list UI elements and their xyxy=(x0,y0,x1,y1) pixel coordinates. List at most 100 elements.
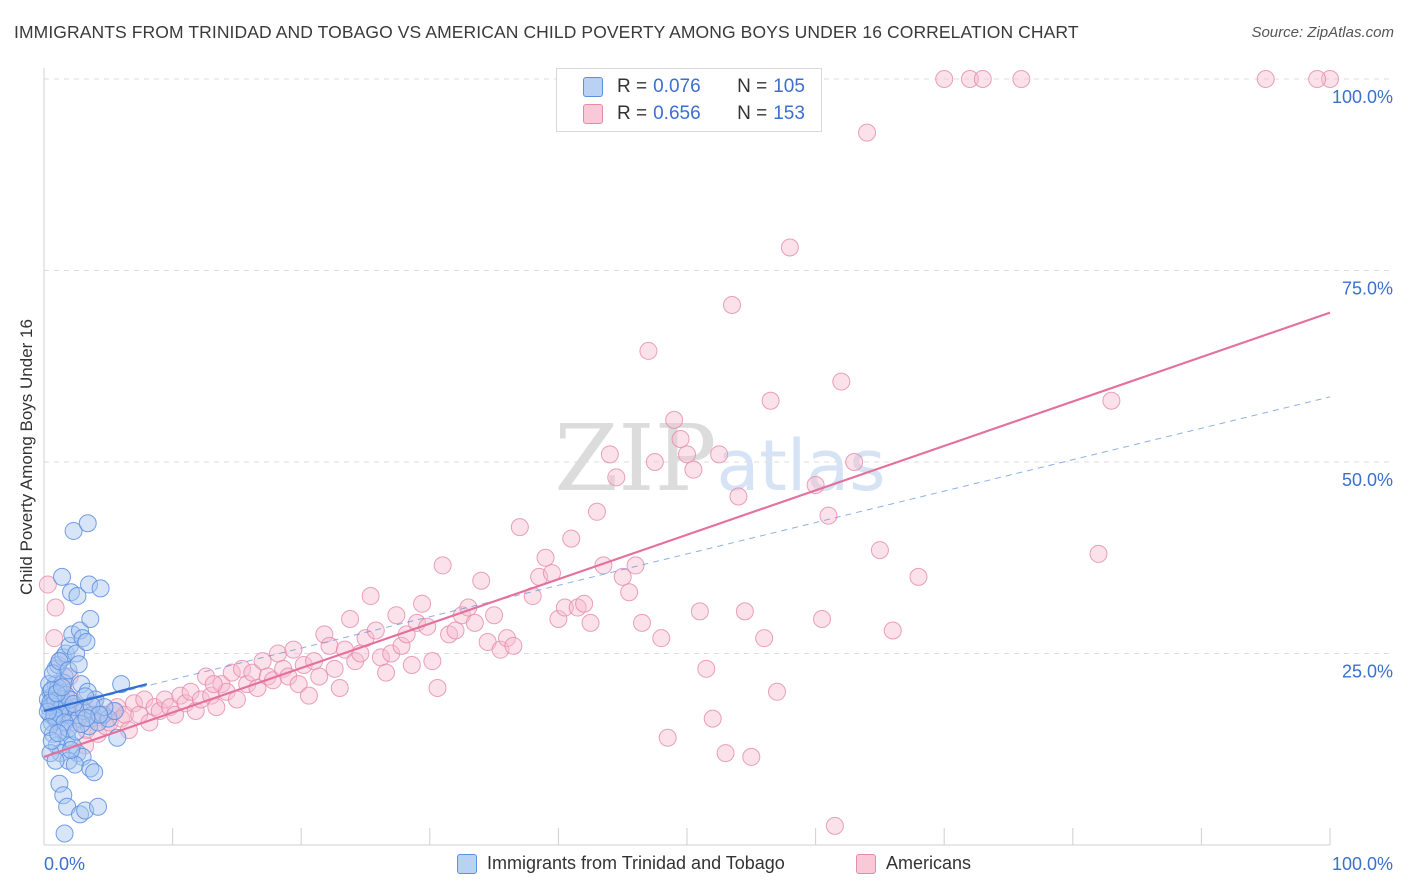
y-tick-label: 25.0% xyxy=(1342,662,1393,682)
americans-point xyxy=(960,70,979,88)
americans-point xyxy=(1012,70,1031,88)
americans-point xyxy=(510,518,529,537)
americans-point xyxy=(382,644,401,663)
americans-point xyxy=(387,606,406,625)
watermark-zip: ZIP xyxy=(554,405,716,512)
americans-point xyxy=(819,506,838,525)
americans-point xyxy=(320,636,339,655)
trinidad-point xyxy=(85,763,104,782)
trinidad-point xyxy=(42,731,61,750)
americans-point xyxy=(222,663,241,682)
legend-row-americans: R = 0.656 N = 153 xyxy=(583,101,805,127)
trinidad-point xyxy=(50,652,69,671)
trinidad-point xyxy=(81,610,100,629)
y-tick-label: 100.0% xyxy=(1332,87,1393,107)
americans-point xyxy=(536,548,555,567)
trinidad-point xyxy=(69,655,88,674)
americans-point xyxy=(703,709,722,728)
trinidad-point xyxy=(54,786,73,805)
trinidad-point xyxy=(41,693,60,712)
americans-point xyxy=(678,445,696,464)
americans-point xyxy=(392,636,411,655)
legend-r-value: 0.076 xyxy=(653,76,701,97)
legend-r-value: 0.656 xyxy=(653,103,701,124)
trinidad-point xyxy=(65,755,84,774)
americans-point xyxy=(465,613,484,632)
americans-point xyxy=(832,372,851,391)
trinidad-point xyxy=(68,587,87,606)
americans-point xyxy=(755,629,774,648)
americans-point xyxy=(423,652,442,671)
trinidad-point xyxy=(40,718,59,737)
legend-label-trinidad: Immigrants from Trinidad and Tobago xyxy=(487,853,785,873)
x-axis-tick-labels: 0.0% 100.0% xyxy=(44,854,1393,874)
americans-point xyxy=(197,667,216,686)
legend-r-label: R = xyxy=(617,76,648,97)
americans-point xyxy=(645,453,664,471)
americans-point xyxy=(549,610,568,629)
trinidad-point xyxy=(91,579,110,598)
americans-point xyxy=(428,678,447,697)
y-axis-label: Child Poverty Among Boys Under 16 xyxy=(17,319,36,595)
americans-points xyxy=(38,70,1339,835)
americans-point xyxy=(858,123,877,142)
americans-point xyxy=(690,602,709,621)
trinidad-point xyxy=(50,774,69,793)
americans-point xyxy=(227,690,246,709)
americans-point xyxy=(402,655,421,674)
americans-point xyxy=(575,594,594,613)
trinidad-points xyxy=(38,514,131,843)
legend-swatch-pink xyxy=(583,104,603,124)
x-axis-ticks xyxy=(172,828,1331,845)
americans-point xyxy=(341,610,360,629)
americans-point xyxy=(710,445,729,464)
americans-point xyxy=(1089,544,1108,563)
americans-point xyxy=(742,747,761,766)
watermark-atlas: atlas xyxy=(717,425,886,507)
americans-point xyxy=(845,453,864,471)
americans-point xyxy=(135,690,154,709)
americans-point xyxy=(620,583,639,602)
americans-point xyxy=(639,341,658,360)
americans-point xyxy=(1102,391,1121,410)
americans-point xyxy=(883,621,902,640)
legend-swatch-pink xyxy=(856,853,876,874)
americans-point xyxy=(697,659,716,678)
americans-point xyxy=(361,587,380,606)
legend-label-americans: Americans xyxy=(886,853,972,873)
trinidad-trend-line xyxy=(43,683,148,713)
americans-point xyxy=(45,629,64,648)
trend-lines xyxy=(43,311,1331,758)
americans-point xyxy=(38,575,57,594)
americans-point xyxy=(935,70,954,88)
americans-point xyxy=(581,613,600,632)
americans-point xyxy=(665,410,684,429)
americans-point xyxy=(607,468,626,487)
americans-point xyxy=(587,502,606,521)
x-tick-label: 0.0% xyxy=(44,854,85,874)
americans-point xyxy=(207,698,226,717)
americans-point xyxy=(729,487,748,506)
americans-point xyxy=(825,816,844,835)
trinidad-point xyxy=(53,567,72,586)
americans-point xyxy=(446,621,465,640)
legend-n-label: N = xyxy=(737,103,768,124)
grid-lines xyxy=(44,78,1392,654)
x-tick-label: 100.0% xyxy=(1332,854,1393,874)
americans-point xyxy=(1256,70,1275,88)
americans-point xyxy=(269,644,288,663)
y-axis-tick-labels: 25.0% 50.0% 75.0% 100.0% xyxy=(1332,87,1393,682)
trinidad-point xyxy=(53,678,72,697)
americans-point xyxy=(870,541,889,560)
americans-point xyxy=(723,295,742,314)
trinidad-point xyxy=(105,701,124,720)
americans-point xyxy=(485,606,504,625)
americans-point xyxy=(433,556,452,575)
trinidad-point xyxy=(99,709,118,728)
americans-point xyxy=(253,652,272,671)
americans-point xyxy=(761,391,780,410)
americans-point xyxy=(600,445,619,464)
americans-point xyxy=(716,744,735,763)
americans-point xyxy=(626,556,645,575)
americans-point xyxy=(366,621,385,640)
